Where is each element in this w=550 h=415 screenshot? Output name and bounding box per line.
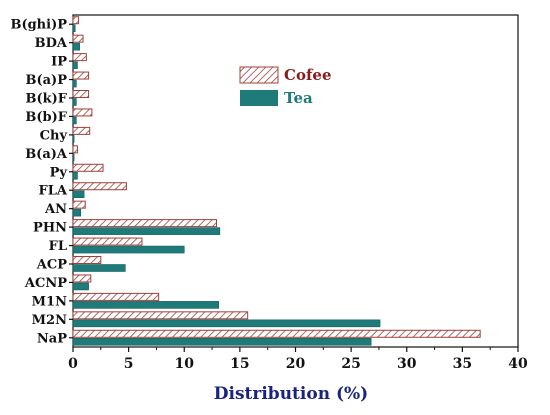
legend-label-tea: Tea [284,89,313,107]
category-labels: NaP M2N M1N ACNP ACP FL PHN AN FLA Py B(a)A Chy B(b)… [10,18,73,346]
category-label: ACP [36,258,67,273]
bar-tea [72,135,75,143]
bar-cofee [72,200,86,209]
x-tick-label: 35 [453,356,472,372]
bars-group [72,16,481,346]
bar-cofee [72,145,78,154]
bar-cofee [72,71,90,80]
category-label: ACNP [24,276,67,291]
bar-cofee [72,53,87,62]
bar-cofee [72,256,102,264]
category-label: B(ghi)P [10,18,67,33]
x-tick-label: 30 [397,356,417,372]
bar-tea [72,319,381,328]
bar-tea [72,301,220,309]
bar-tea [72,208,82,217]
category-label: PHN [33,221,67,236]
bar-cofee [72,311,249,320]
legend-swatch-cofee [239,66,279,84]
bar-cofee [72,16,80,25]
x-axis-label: Distribution (%) [214,384,368,404]
category-label: IP [51,55,67,70]
bar-tea [72,79,77,88]
bar-tea [72,227,221,235]
category-label: B(b)F [25,110,67,125]
bar-tea [72,245,185,254]
category-label: Py [50,165,68,180]
bar-cofee [72,182,127,191]
bar-tea [72,116,77,125]
category-label: M2N [32,313,67,328]
x-tick-label: 25 [341,356,360,372]
category-label: NaP [37,331,67,346]
bar-tea [72,98,77,106]
bar-tea [72,42,80,51]
x-tick-label: 0 [68,356,78,372]
bar-cofee [72,163,104,172]
x-tick-label: 20 [286,356,306,372]
bar-tea [72,264,126,272]
legend: Cofee Tea [239,66,331,107]
category-label: BDA [35,36,68,51]
bar-tea [72,171,78,180]
category-label: M1N [32,294,67,309]
category-label: AN [44,202,67,217]
bar-tea [72,282,89,291]
x-tick-label: 5 [124,356,134,372]
category-label: Chy [40,128,68,143]
legend-label-cofee: Cofee [284,66,331,84]
bar-tea [72,153,75,162]
x-tick-label: 10 [175,356,195,372]
bar-cofee [72,126,91,135]
x-tick-label: 40 [508,356,528,372]
bar-cofee [72,219,218,228]
bar-tea [72,190,85,199]
x-tick-label: 15 [230,356,249,372]
category-label: B(a)A [25,147,68,162]
bar-cofee [72,108,93,117]
bar-tea [72,61,78,69]
bar-cofee [72,274,92,283]
x-axis-ticks: 0 5 10 15 20 25 30 35 40 [68,347,528,372]
legend-swatch-tea [240,90,278,106]
category-label: FL [49,239,67,254]
bar-cofee [72,237,143,246]
category-label: FLA [39,184,68,199]
category-label: B(k)F [25,92,67,107]
bar-cofee [72,292,160,301]
bar-tea [72,24,76,33]
bar-cofee [72,90,90,98]
bar-cofee [72,34,84,43]
category-label: B(a)P [26,73,68,88]
bar-cofee [72,329,481,338]
bar-tea [72,337,372,346]
